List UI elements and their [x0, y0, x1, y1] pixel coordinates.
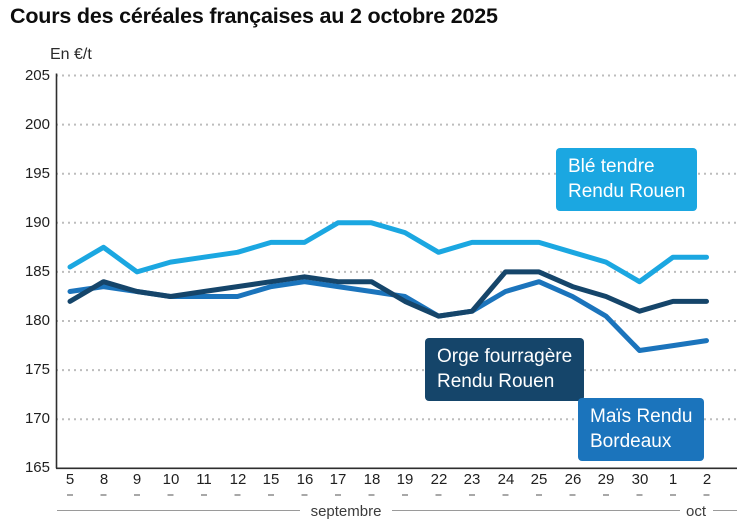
- month-axis-rule: [57, 510, 300, 511]
- x-tick-label: 1: [668, 471, 678, 488]
- y-tick-label: 205: [24, 67, 50, 84]
- x-tick-label: 18: [363, 471, 381, 488]
- y-tick-label: 165: [24, 459, 50, 476]
- y-tick-label: 170: [24, 410, 50, 427]
- x-tick-label: 11: [196, 471, 212, 488]
- x-tick-label: 24: [497, 471, 515, 488]
- y-tick-label: 190: [24, 214, 50, 231]
- x-tick-label: 5: [65, 471, 75, 488]
- y-tick-label: 185: [24, 263, 50, 280]
- x-tick-label: 10: [162, 471, 180, 488]
- month-axis-rule: [713, 510, 737, 511]
- series-label-mais: Maïs Rendu Bordeaux: [578, 398, 705, 461]
- series-label-orge-fourragere: Orge fourragère Rendu Rouen: [425, 338, 585, 401]
- series-label-ble-tendre: Blé tendre Rendu Rouen: [556, 148, 698, 211]
- series-label-line: Rendu Rouen: [437, 371, 555, 392]
- y-tick-label: 180: [24, 312, 50, 329]
- x-tick-label: 22: [430, 471, 448, 488]
- line-series-1: [67, 269, 709, 319]
- x-tick-label: 26: [564, 471, 582, 488]
- series-label-line: Bordeaux: [590, 431, 672, 452]
- x-tick-label: 19: [396, 471, 414, 488]
- x-tick-label: 16: [296, 471, 314, 488]
- x-tick-label: 15: [262, 471, 280, 488]
- x-tick-label: 9: [132, 471, 142, 488]
- x-tick-label: 29: [597, 471, 615, 488]
- series-label-line: Rendu Rouen: [568, 181, 686, 202]
- x-tick-label: 8: [99, 471, 109, 488]
- series-label-line: Maïs Rendu: [590, 406, 693, 427]
- month-label-september: septembre: [306, 503, 386, 520]
- x-tick-label: 2: [702, 471, 712, 488]
- x-tick-label: 30: [631, 471, 649, 488]
- series-label-line: Blé tendre: [568, 156, 655, 177]
- x-tick-label: 25: [530, 471, 548, 488]
- chart-title: Cours des céréales françaises au 2 octob…: [10, 4, 498, 28]
- y-tick-label: 175: [24, 361, 50, 378]
- y-tick-label: 200: [24, 116, 50, 133]
- line-series-0: [67, 220, 709, 285]
- x-tick-label: 17: [329, 471, 347, 488]
- x-tick-label: 12: [229, 471, 247, 488]
- x-tick-label: 23: [463, 471, 481, 488]
- month-axis-rule: [392, 510, 680, 511]
- y-tick-label: 195: [24, 165, 50, 182]
- y-axis-unit-label: En €/t: [50, 46, 92, 63]
- series-label-line: Orge fourragère: [437, 346, 573, 367]
- month-label-october: oct: [681, 503, 711, 520]
